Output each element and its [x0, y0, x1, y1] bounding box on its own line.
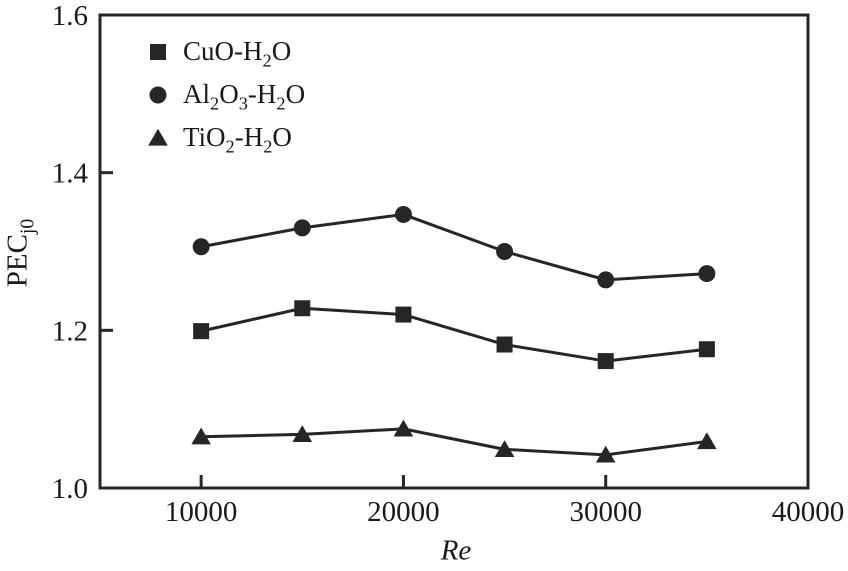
legend-square-marker-glyph — [150, 43, 166, 60]
y-axis-ticks: 1.0 1.2 1.4 1.6 — [52, 0, 113, 505]
data-point-cuo-h2o — [698, 341, 715, 358]
data-point-tio2-h2o — [191, 427, 211, 445]
legend-square-marker-icon — [145, 41, 171, 63]
legend-item-cuo-h2o: CuO-H2O — [145, 30, 305, 73]
legend-circle-marker-icon — [145, 84, 171, 106]
x-axis-ticks: 10000 20000 30000 40000 — [165, 475, 844, 528]
series-line-al2o3-h2o — [200, 212, 707, 282]
y-axis-title: PECj0 — [1, 218, 39, 288]
data-point-tio2-h2o — [595, 445, 616, 463]
data-point-al2o3-h2o — [698, 265, 716, 283]
data-point-cuo-h2o — [294, 300, 311, 317]
data-point-al2o3-h2o — [293, 219, 311, 237]
legend-triangle-marker-glyph — [148, 128, 168, 146]
series-line-cuo-h2o — [200, 306, 708, 363]
series-cuo-h2o — [193, 300, 715, 370]
legend-item-tio2-h2o: TiO2-H2O — [145, 116, 305, 159]
data-point-cuo-h2o — [597, 353, 614, 370]
y-tick-label: 1.2 — [52, 315, 88, 347]
x-tick-label: 10000 — [165, 496, 238, 528]
data-point-al2o3-h2o — [597, 271, 615, 289]
x-axis-title: Re — [440, 534, 472, 567]
legend-label-cuo-h2o: CuO-H2O — [183, 36, 292, 71]
plot-frame — [98, 13, 810, 490]
data-point-tio2-h2o — [292, 425, 313, 442]
data-point-cuo-h2o — [496, 336, 513, 353]
data-point-tio2-h2o — [393, 419, 414, 437]
data-point-tio2-h2o — [494, 440, 515, 457]
legend-marker-shape — [149, 86, 167, 103]
y-tick-label: 1.6 — [52, 0, 88, 32]
data-point-tio2-h2o — [697, 432, 717, 450]
data-point-al2o3-h2o — [394, 205, 412, 223]
series-al2o3-h2o — [192, 205, 716, 289]
legend-item-al2o3-h2o: Al2O3-H2O — [145, 73, 305, 116]
legend-marker-shape — [150, 43, 166, 60]
data-point-cuo-h2o — [193, 323, 210, 340]
legend-circle-marker-glyph — [149, 86, 167, 103]
y-axis-title-subscript: j0 — [16, 218, 39, 235]
y-axis-title-text: PEC — [1, 234, 34, 288]
legend-label-al2o3-h2o: Al2O3-H2O — [183, 79, 306, 114]
legend-triangle-marker-icon — [145, 127, 171, 149]
legend-marker-shape — [148, 128, 168, 146]
legend-label-tio2-h2o: TiO2-H2O — [183, 122, 292, 157]
x-tick-label: 30000 — [569, 496, 642, 528]
data-point-cuo-h2o — [395, 306, 412, 323]
data-point-al2o3-h2o — [496, 243, 514, 260]
y-tick-label: 1.0 — [52, 473, 88, 505]
x-tick-label: 40000 — [772, 496, 845, 528]
data-point-al2o3-h2o — [192, 238, 210, 256]
series-line-tio2-h2o — [201, 427, 708, 457]
legend: CuO-H2O Al2O3-H2O TiO2-H2O — [145, 30, 305, 159]
series-tio2-h2o — [191, 419, 717, 463]
x-tick-label: 20000 — [367, 496, 440, 528]
y-tick-label: 1.4 — [52, 158, 89, 190]
